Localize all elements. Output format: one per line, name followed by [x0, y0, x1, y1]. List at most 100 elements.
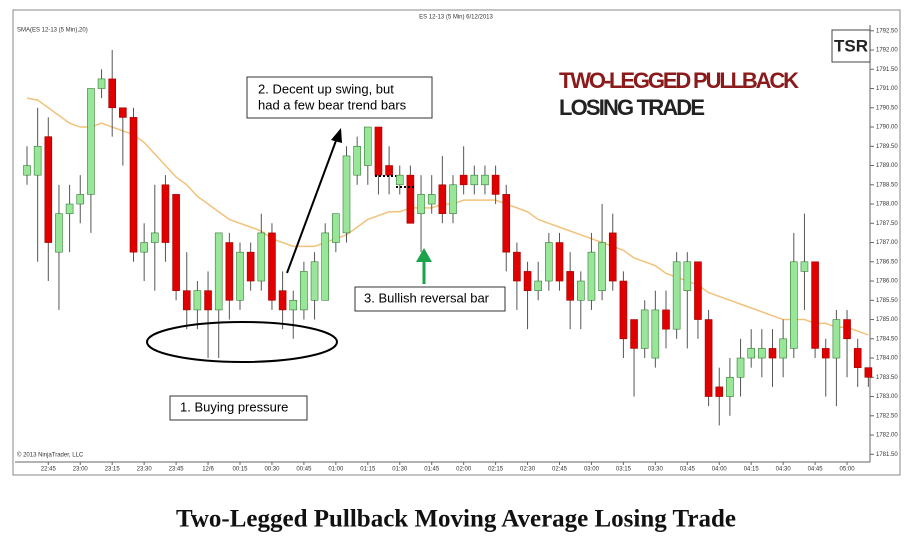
- candle-body: [129, 117, 138, 253]
- candle-body: [789, 261, 798, 349]
- overlays: [146, 128, 432, 363]
- candle-body: [534, 280, 543, 291]
- candle-body: [289, 299, 298, 311]
- candle-body: [491, 174, 500, 195]
- y-tick-label: 1789.00: [876, 163, 898, 169]
- candle-body: [640, 309, 649, 349]
- candle-body: [193, 290, 202, 311]
- candle-body: [726, 376, 734, 397]
- candle-body: [268, 232, 276, 301]
- x-tick-label: 00:30: [264, 467, 280, 473]
- x-tick-label: 03:00: [584, 467, 600, 473]
- x-tick-label: 23:30: [137, 467, 153, 473]
- candle-body: [481, 174, 489, 186]
- candle-body: [566, 271, 574, 301]
- candle-body: [587, 251, 596, 301]
- highlight-ellipse: [146, 321, 338, 363]
- candle-body: [768, 348, 777, 359]
- y-tick-label: 1784.00: [876, 356, 898, 362]
- candle-body: [65, 203, 74, 214]
- y-tick-label: 1784.50: [876, 336, 898, 342]
- candle-body: [87, 88, 95, 195]
- candle-body: [619, 280, 628, 340]
- candle-body: [545, 242, 553, 282]
- candle-body: [449, 184, 457, 214]
- candle-body: [97, 78, 106, 89]
- y-tick-label: 1786.00: [876, 279, 898, 285]
- annotation: 3. Bullish reversal bar: [364, 290, 490, 305]
- annotation: 2. Decent up swing, but: [258, 81, 394, 96]
- y-tick-label: 1792.50: [876, 28, 898, 34]
- candle-body: [523, 271, 532, 291]
- x-tick-label: 04:30: [776, 467, 792, 473]
- candle-body: [662, 309, 670, 330]
- x-tick-label: 01:30: [392, 467, 408, 473]
- x-tick-label: 23:45: [169, 467, 185, 473]
- candle-body: [694, 261, 702, 320]
- copyright: © 2013 NinjaTrader, LLC: [17, 452, 84, 459]
- candle-body: [736, 357, 745, 378]
- candle-body: [427, 194, 436, 205]
- candle-body: [598, 242, 606, 291]
- frame: [12, 9, 901, 476]
- candle-body: [140, 242, 148, 253]
- candle-body: [459, 174, 468, 186]
- y-tick-label: 1782.50: [876, 413, 898, 419]
- y-tick-label: 1783.00: [876, 394, 898, 400]
- x-tick-label: 02:15: [488, 467, 504, 473]
- candle-body: [832, 319, 841, 359]
- candle-body: [758, 348, 766, 359]
- annotation-box: [169, 395, 308, 421]
- candle-body: [151, 232, 159, 243]
- y-tick-label: 1785.00: [876, 317, 898, 323]
- y-tick-label: 1790.00: [876, 125, 898, 131]
- y-tick-label: 1791.00: [876, 86, 898, 92]
- candle-body: [630, 319, 638, 349]
- y-tick-label: 1783.50: [876, 375, 898, 381]
- x-tick-label: 05:00: [840, 467, 856, 473]
- candle-body: [332, 213, 340, 243]
- candle-body: [672, 261, 681, 330]
- y-tick-label: 1790.50: [876, 105, 898, 111]
- candle-body: [225, 242, 234, 301]
- arrow-head: [331, 128, 342, 143]
- candle-body: [363, 126, 372, 166]
- candle-body: [278, 290, 287, 311]
- y-tick-label: 1782.00: [876, 433, 898, 439]
- x-tick-label: 03:30: [648, 467, 664, 473]
- candle-body: [779, 338, 787, 359]
- candle-body: [800, 261, 809, 272]
- logo: TSR: [834, 36, 868, 55]
- x-tick-label: 22:45: [41, 467, 57, 473]
- candle-body: [576, 280, 585, 301]
- candle-body: [406, 174, 415, 224]
- x-tick-label: 03:15: [616, 467, 632, 473]
- x-tick-label: 04:45: [808, 467, 824, 473]
- x-tick-label: 02:30: [520, 467, 536, 473]
- candle-body: [715, 386, 724, 397]
- candle-body: [161, 184, 170, 243]
- candle-body: [821, 348, 830, 359]
- candle-body: [651, 309, 660, 359]
- candle-body: [747, 348, 756, 359]
- x-tick-label: 02:45: [552, 467, 568, 473]
- candle-body: [172, 194, 180, 291]
- y-tick-label: 1788.50: [876, 182, 898, 188]
- candle-body: [385, 165, 393, 176]
- arrow-head: [416, 248, 432, 262]
- candle-body: [119, 107, 127, 118]
- candle-body: [608, 232, 617, 282]
- candle-body: [310, 261, 319, 301]
- arrow: [286, 137, 338, 274]
- candle-body: [44, 136, 53, 243]
- candle-body: [811, 261, 819, 349]
- x-tick-label: 04:00: [712, 467, 728, 473]
- x-tick-label: 12/6: [202, 467, 214, 473]
- x-tick-label: 01:00: [328, 467, 344, 473]
- candle-body: [257, 232, 266, 282]
- y-tick-label: 1786.50: [876, 259, 898, 265]
- annotation: had a few bear trend bars: [258, 97, 407, 112]
- candle-body: [55, 213, 63, 253]
- candle-body: [704, 319, 713, 397]
